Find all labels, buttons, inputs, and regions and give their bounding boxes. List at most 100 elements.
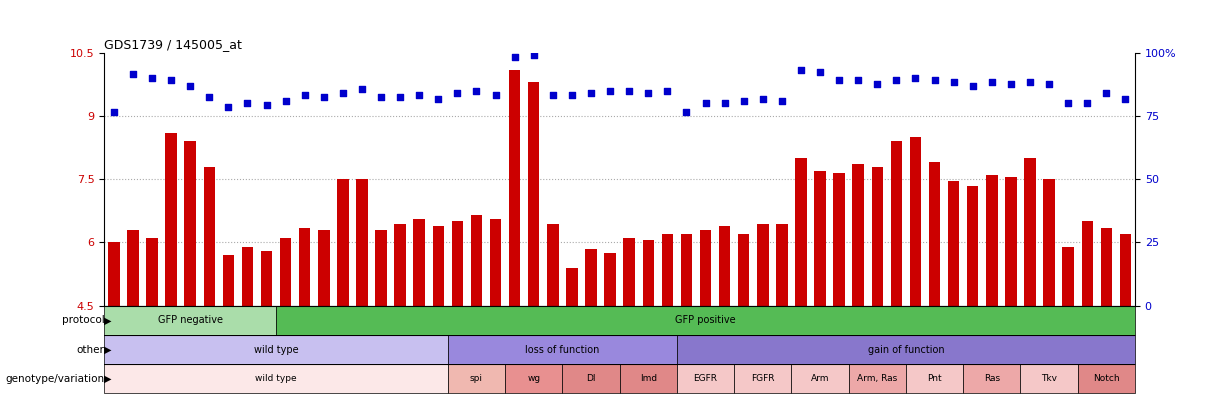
Bar [280,238,291,306]
Bar [605,253,616,306]
Bar [566,268,578,306]
Bar [204,166,215,306]
Bar [699,230,712,306]
Point [142,75,162,81]
Text: GDS1739 / 145005_at: GDS1739 / 145005_at [104,38,242,51]
Point [104,109,124,115]
Point [810,68,829,75]
Point [200,94,220,100]
Bar [547,224,558,306]
Point [372,94,391,100]
Bar [146,238,158,306]
Point [620,87,639,94]
Bar [677,364,734,393]
Point [218,104,238,111]
Bar [620,364,677,393]
Point [486,92,506,98]
Bar [757,224,768,306]
Point [238,100,258,107]
Point [256,102,276,109]
Point [1097,90,1117,96]
Text: GFP positive: GFP positive [675,315,736,325]
Bar [242,247,253,306]
Text: Tkv: Tkv [1040,374,1058,383]
Point [562,92,582,98]
Bar [261,251,272,306]
Bar [433,226,444,306]
Text: gain of function: gain of function [867,345,945,354]
Point [390,94,410,100]
Text: Imd: Imd [639,374,656,383]
Bar [562,364,620,393]
Bar [833,173,845,306]
Text: EGFR: EGFR [693,374,718,383]
Point [848,77,867,83]
Point [867,81,887,87]
Point [1039,81,1059,87]
Point [829,77,849,83]
Point [906,75,925,81]
Point [428,96,448,102]
Text: Dl: Dl [587,374,596,383]
Bar [1077,364,1135,393]
Bar [849,364,906,393]
Bar [108,243,119,306]
Point [410,92,429,98]
Bar [104,306,276,335]
Bar [1081,222,1093,306]
Bar [128,230,139,306]
Bar [791,364,849,393]
Bar [490,219,502,306]
Bar [448,364,506,393]
Bar [1101,228,1112,306]
Text: protocol: protocol [61,315,104,325]
Point [524,51,544,58]
Bar [337,179,348,306]
Text: other: other [76,345,104,354]
Point [161,77,180,83]
Text: wild type: wild type [254,345,298,354]
Point [1020,79,1039,85]
Bar [906,364,963,393]
Bar [585,249,596,306]
Point [582,90,601,96]
Point [887,77,907,83]
Text: Arm: Arm [811,374,829,383]
Point [504,53,524,60]
Text: Arm, Ras: Arm, Ras [858,374,897,383]
Bar [853,164,864,306]
Point [180,83,200,90]
Bar [394,224,406,306]
Text: ▶: ▶ [104,374,112,384]
Bar [909,137,921,306]
Point [963,83,983,90]
Bar [509,70,520,306]
Text: ▶: ▶ [104,315,112,325]
Bar [318,230,330,306]
Point [791,66,811,73]
Text: wild type: wild type [255,374,297,383]
Bar [677,335,1135,364]
Bar [452,222,463,306]
Point [1115,96,1135,102]
Bar [987,175,998,306]
Point [734,98,753,104]
Bar [1021,364,1077,393]
Text: loss of function: loss of function [525,345,600,354]
Bar [661,234,674,306]
Bar [166,133,177,306]
Bar [222,255,234,306]
Point [600,87,620,94]
Text: Pnt: Pnt [928,374,942,383]
Bar [299,228,310,306]
Point [925,77,945,83]
Bar [891,141,902,306]
Bar [375,230,387,306]
Text: ▶: ▶ [104,345,112,354]
Point [753,96,773,102]
Point [466,87,486,94]
Point [696,100,715,107]
Point [294,92,314,98]
Bar [963,364,1021,393]
Text: FGFR: FGFR [751,374,774,383]
